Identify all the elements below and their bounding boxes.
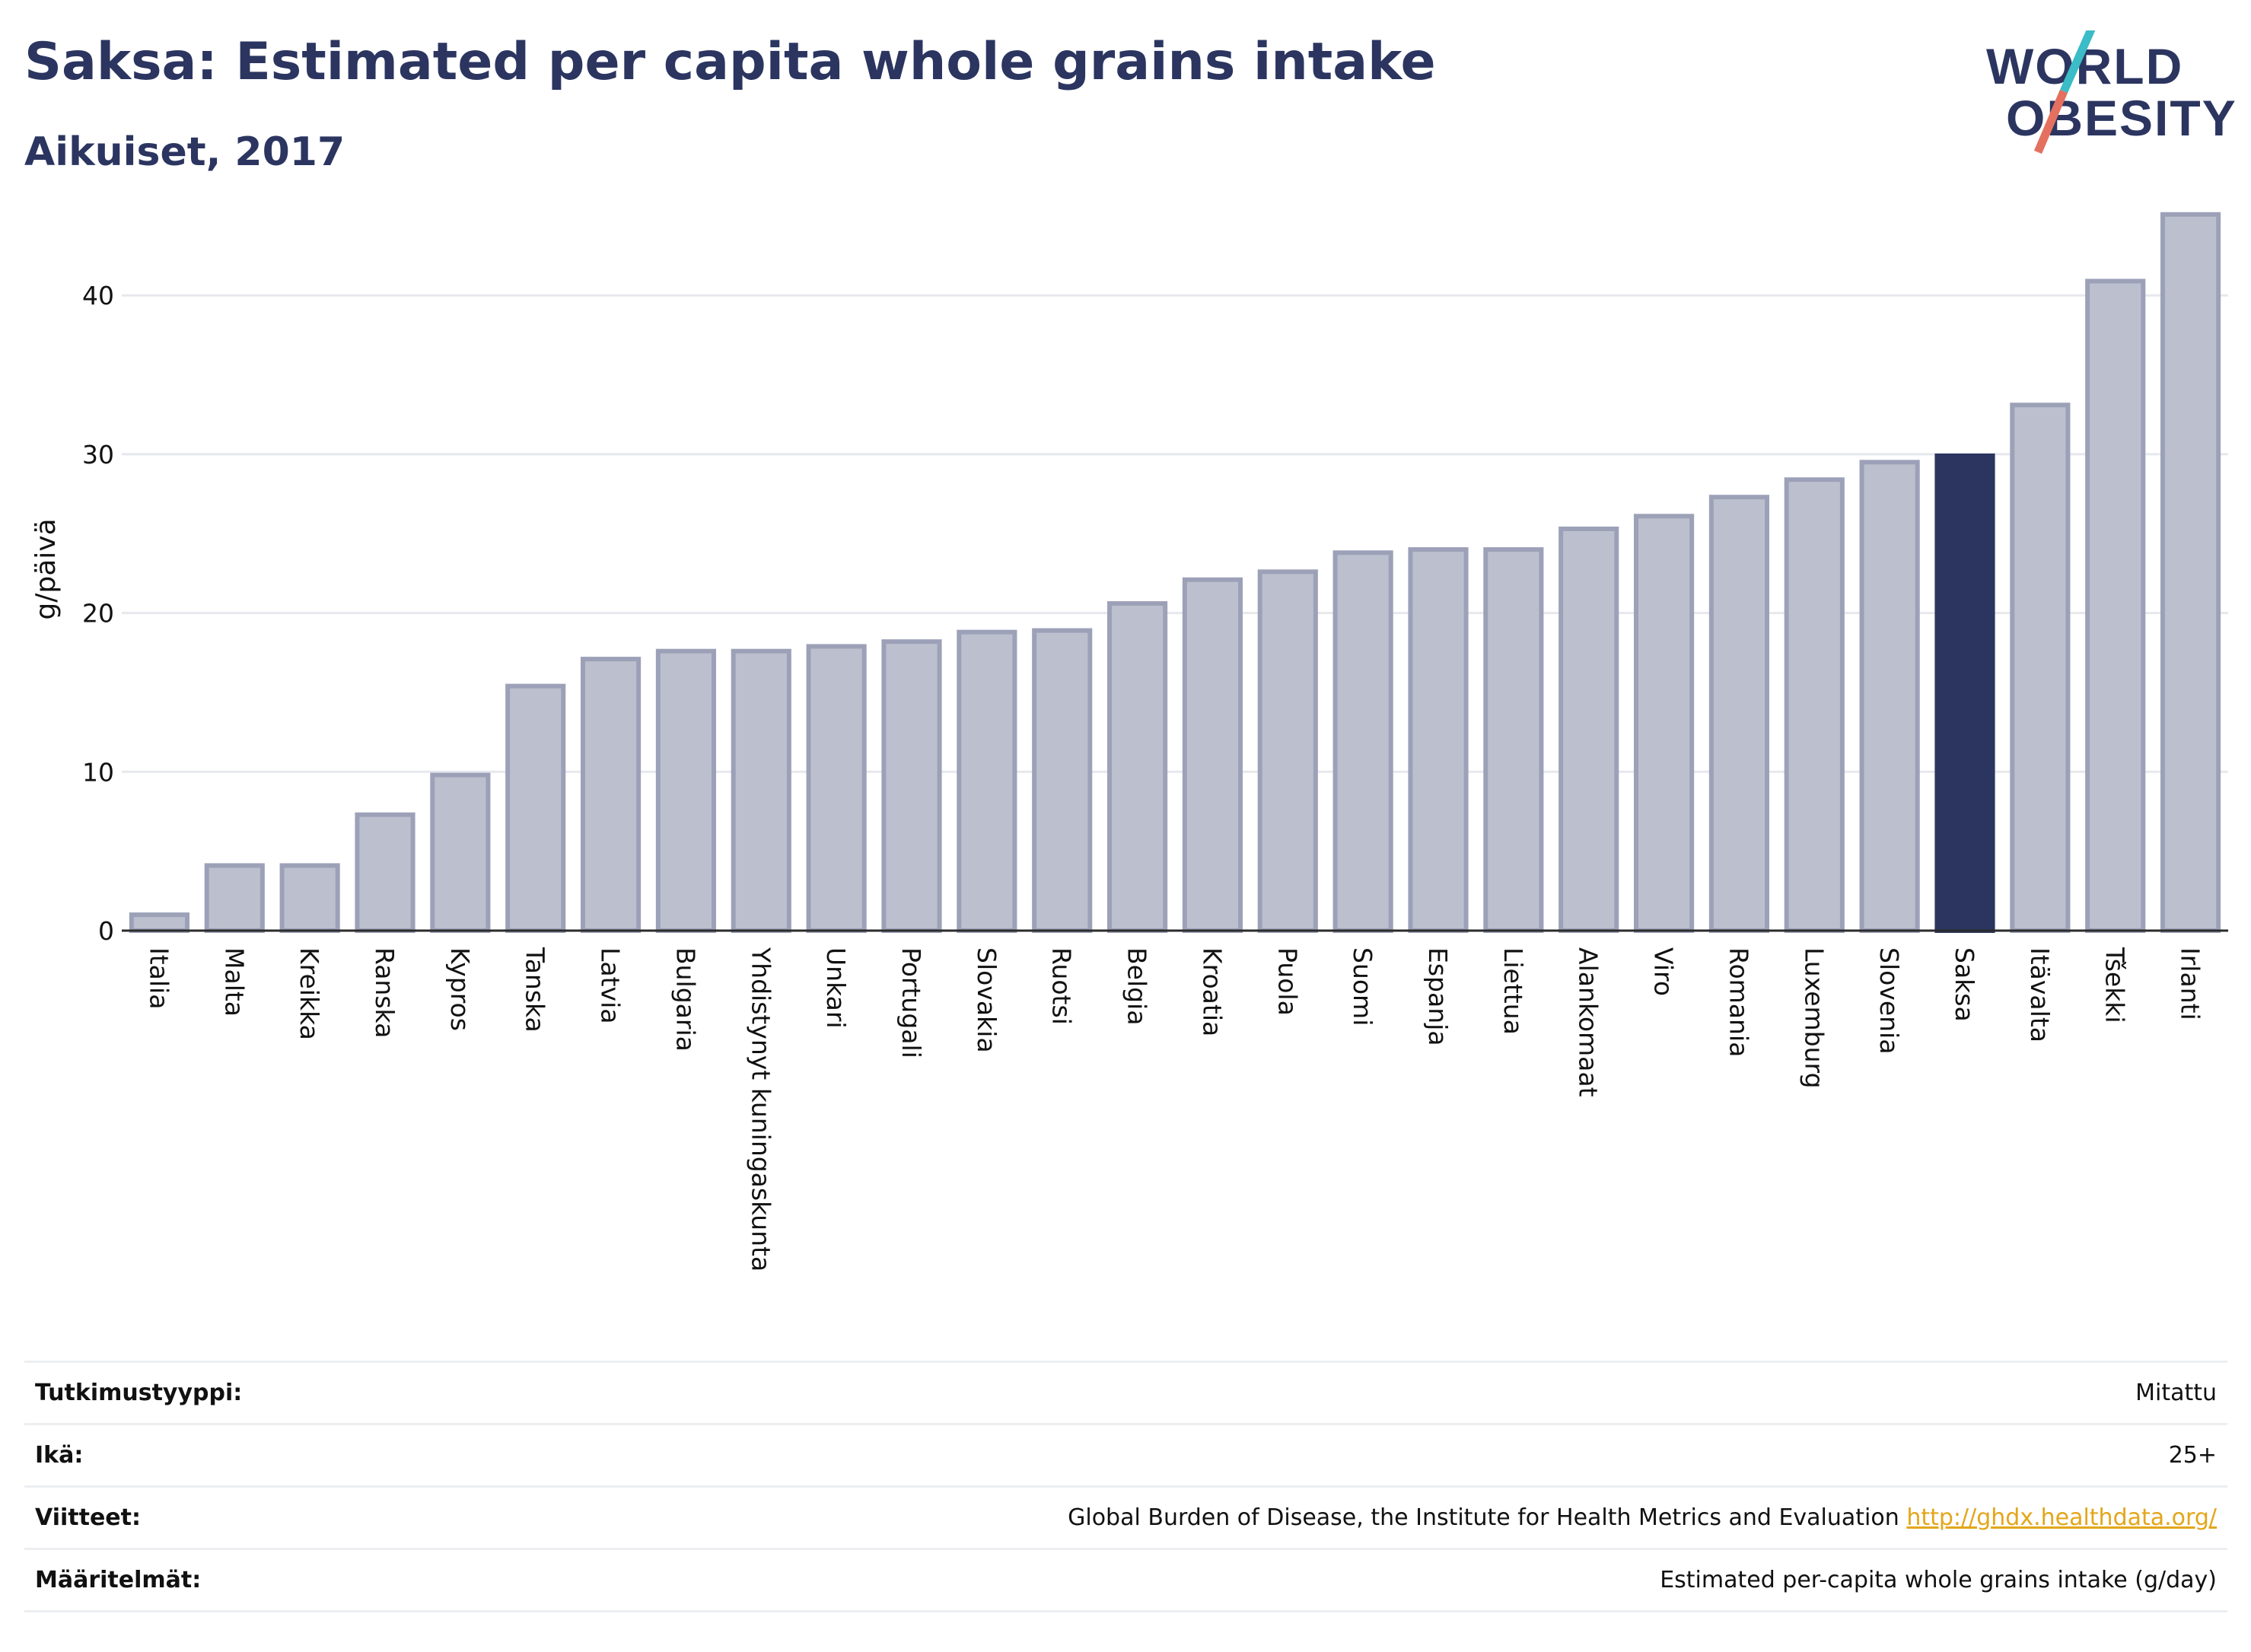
info-label: Tutkimustyyppi: — [35, 1380, 243, 1406]
x-tick-label: Latvia — [596, 947, 626, 1023]
bar-irlanti — [2160, 212, 2221, 934]
logo-slash-teal — [2059, 30, 2096, 94]
x-tick-label: Alankomaat — [1574, 947, 1603, 1097]
x-tick-label: Kreikka — [295, 947, 324, 1040]
x-tick-label: Itävalta — [2025, 947, 2055, 1042]
bar-bulgaria — [655, 648, 717, 934]
x-tick-label: Saksa — [1950, 947, 1979, 1022]
bar-luxemburg — [1784, 477, 1845, 933]
logo-slash-coral — [2033, 89, 2068, 154]
y-axis-label: g/päivä — [30, 518, 62, 619]
bar-slovakia — [957, 629, 1017, 933]
x-tick-label: Suomi — [1348, 947, 1377, 1026]
info-value: Mitattu — [2135, 1380, 2217, 1406]
x-tick-label: Ruotsi — [1047, 947, 1077, 1025]
info-row-definitions: Määritelmät: Estimated per-capita whole … — [24, 1548, 2227, 1612]
bar-tšekki — [2085, 279, 2146, 934]
bar-tanska — [505, 683, 566, 933]
x-tick-label: Yhdistynyt kuningaskunta — [746, 947, 775, 1272]
x-tick-label: Viro — [1649, 947, 1679, 996]
info-label: Määritelmät: — [35, 1567, 202, 1593]
bar-suomi — [1332, 550, 1393, 933]
x-tick-label: Kypros — [445, 947, 475, 1031]
x-tick-label: Bulgaria — [670, 947, 700, 1052]
bar-slovenia — [1859, 460, 1920, 933]
x-tick-label: Unkari — [821, 947, 851, 1029]
bar-liettua — [1483, 547, 1544, 933]
x-tick-label: Espanja — [1423, 947, 1453, 1046]
world-obesity-logo: WORLD OBESITY — [1986, 30, 2236, 154]
bar-ruotsi — [1032, 628, 1093, 934]
info-row-age: Ikä: 25+ — [24, 1423, 2227, 1488]
info-row-references: Viitteet: Global Burden of Disease, the … — [24, 1485, 2227, 1550]
x-tick-label: Portugali — [896, 947, 926, 1058]
x-tick-label: Tanska — [521, 947, 550, 1033]
source-link[interactable]: http://ghdx.healthdata.org/ — [1906, 1504, 2217, 1531]
bar-saksa — [1934, 454, 1995, 933]
x-tick-label: Italia — [144, 947, 174, 1009]
bar-alankomaat — [1559, 527, 1619, 933]
bar-kroatia — [1182, 577, 1243, 933]
bar-puola — [1257, 569, 1318, 933]
info-value: Global Burden of Disease, the Institute … — [1068, 1504, 1899, 1531]
bar-belgia — [1106, 601, 1168, 934]
info-row-type: Tutkimustyyppi: Mitattu — [24, 1361, 2227, 1425]
bar-yhdistynyt-kuningaskunta — [731, 648, 791, 934]
bar-portugali — [881, 639, 942, 933]
x-tick-label: Tšekki — [2100, 947, 2130, 1023]
x-tick-labels: Italia Malta Kreikka Ranska Kypros Tanska Latv… — [144, 947, 2205, 1272]
info-value-wrapper: Global Burden of Disease, the Institute … — [1068, 1504, 2217, 1531]
bar-espanja — [1408, 547, 1469, 933]
bar-chart: 0 10 20 30 40 Italia Malta Kreikka Ranska Kypros… — [30, 212, 2228, 1272]
info-label: Viitteet: — [35, 1504, 141, 1531]
x-tick-label: Liettua — [1498, 947, 1528, 1035]
info-value: Estimated per-capita whole grains intake… — [1660, 1567, 2217, 1593]
x-tick-label: Belgia — [1122, 947, 1152, 1025]
x-tick-label: Luxemburg — [1799, 947, 1829, 1088]
bar-ranska — [355, 812, 415, 934]
x-tick-label: Ranska — [370, 947, 400, 1038]
x-tick-label: Malta — [219, 947, 249, 1017]
info-value: 25+ — [2168, 1442, 2217, 1469]
bar-malta — [204, 863, 265, 934]
x-tick-label: Romania — [1724, 947, 1753, 1057]
bar-romania — [1708, 495, 1770, 933]
chart-subtitle: Aikuiset, 2017 — [24, 129, 345, 175]
y-tick-label: 40 — [82, 281, 114, 310]
bar-itävalta — [2010, 403, 2071, 933]
x-tick-label: Kroatia — [1197, 947, 1227, 1036]
y-tick-label: 0 — [98, 916, 114, 946]
y-tick-label: 30 — [82, 440, 114, 469]
bar-unkari — [806, 644, 867, 933]
bar-latvia — [580, 657, 642, 933]
x-tick-label: Slovenia — [1874, 947, 1904, 1054]
bar-italia — [129, 912, 190, 934]
bar-viro — [1633, 514, 1695, 933]
info-label: Ikä: — [35, 1442, 84, 1469]
info-bottom-rule — [24, 1610, 2227, 1612]
bars — [122, 212, 2228, 934]
y-tick-label: 20 — [82, 599, 114, 629]
y-tick-label: 10 — [82, 757, 114, 787]
chart-title: Saksa: Estimated per capita whole grains… — [24, 32, 1436, 92]
bar-kreikka — [279, 863, 340, 934]
bar-kypros — [430, 772, 491, 934]
x-tick-label: Slovakia — [972, 947, 1001, 1053]
x-tick-label: Irlanti — [2176, 947, 2205, 1020]
x-tick-label: Puola — [1272, 947, 1302, 1016]
y-tick-labels: 0 10 20 30 40 — [82, 281, 114, 946]
